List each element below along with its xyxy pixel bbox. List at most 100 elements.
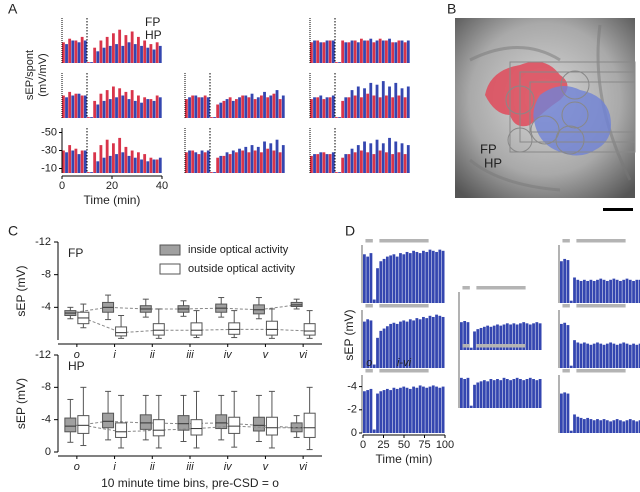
bar [406,40,410,63]
bar [366,256,370,303]
bar [137,152,140,173]
x-tick-label: ii [150,349,155,361]
bar [197,154,201,173]
bar [366,40,370,63]
bar [331,95,335,118]
bar [310,99,313,118]
bar [210,172,213,173]
bar [609,342,612,368]
bar [519,323,522,350]
period-bar [562,239,570,243]
bar [619,343,622,368]
bar [62,42,65,63]
bar [382,328,386,368]
bar [99,145,103,173]
bar [388,137,391,173]
bar [105,36,109,63]
bar [325,154,329,173]
bar [379,330,383,368]
bar [93,152,97,173]
bar [360,97,363,118]
bar [188,97,191,118]
bar [579,417,583,433]
box [265,320,278,336]
bar [592,280,596,303]
legend-label: outside optical activity [188,263,295,275]
bar [519,379,522,408]
bar [573,414,576,433]
bar [71,40,75,63]
bar [582,279,586,303]
x-tick-label: 40 [156,180,168,192]
bar [532,379,535,408]
bar [502,377,506,408]
bar [515,324,519,350]
bar [392,254,396,303]
x-tick-label: 0 [360,439,366,451]
bar [158,157,162,173]
bar [203,152,207,173]
box [152,419,165,437]
bar [382,390,386,433]
bar [528,324,532,350]
y-tick-label: -10 [41,162,57,174]
bar [356,145,360,173]
bar [479,381,483,408]
bar [612,420,616,433]
bar [415,251,419,303]
bar [133,44,137,63]
bar [256,146,260,173]
bar [586,343,590,368]
bar [65,44,68,63]
bar [250,93,254,118]
bar [479,327,483,350]
period-bar [365,369,373,373]
bar [400,143,404,173]
bar [399,387,402,433]
bar [635,421,639,433]
bar [65,152,68,173]
bar [372,429,376,433]
bar [316,40,320,63]
bar [512,323,516,350]
bar [602,419,606,433]
bar [266,148,270,173]
bar [592,343,596,368]
bar [80,95,84,118]
bar [140,159,143,173]
bar [385,95,388,118]
bar [121,95,125,118]
bar [185,99,188,118]
bar [68,145,72,173]
bar [431,385,435,433]
bar [638,279,640,303]
bar [80,150,84,173]
bar [376,337,379,368]
bar [408,319,412,368]
bar [74,40,78,63]
bar [310,42,313,63]
bar [369,253,373,303]
bar [194,95,198,118]
bar [599,420,603,433]
bar [589,344,593,368]
bar [389,255,393,303]
bar [99,93,103,118]
bar [385,256,389,303]
bar [99,40,103,63]
bar [253,99,257,118]
bar [102,100,106,118]
bar [505,379,509,408]
bar [313,154,316,173]
box [228,416,241,434]
bar [428,249,432,303]
bar [499,325,503,350]
bar [378,150,382,173]
bar [238,148,241,173]
box [139,414,152,430]
bar [363,88,366,118]
period-bar [576,369,626,373]
bar [118,88,122,118]
bar [102,157,106,173]
bar [108,155,112,173]
